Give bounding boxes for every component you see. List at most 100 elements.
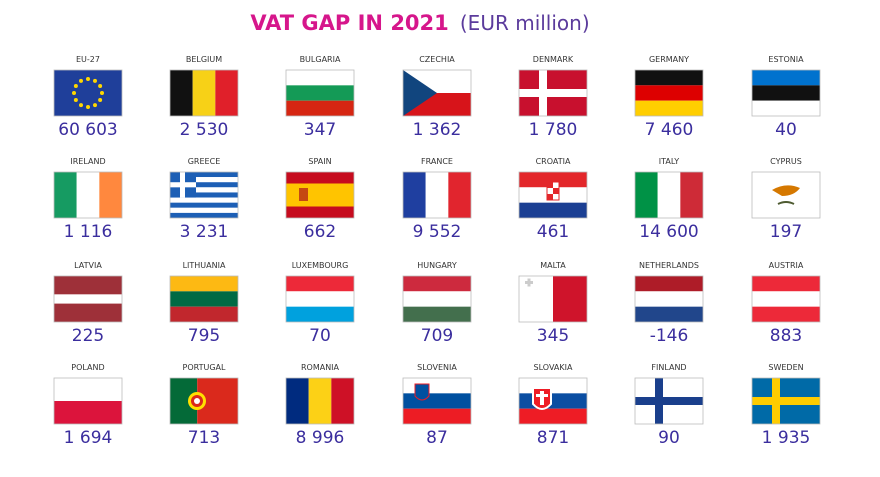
country-cell: FRANCE 9 552: [402, 157, 472, 242]
flag: [751, 69, 821, 117]
flag: [518, 377, 588, 425]
country-name: FINLAND: [651, 363, 686, 372]
country-name: CROATIA: [536, 157, 571, 166]
country-name: NETHERLANDS: [639, 261, 699, 270]
vat-gap-value: 90: [658, 428, 680, 448]
flag-shape: [54, 303, 122, 322]
flag-shape: [286, 276, 354, 292]
flag-shape: [286, 306, 354, 322]
flag-shape: [752, 70, 820, 86]
vat-gap-value: 345: [537, 326, 569, 346]
flag-shape: [170, 182, 238, 188]
flag-shape: [299, 188, 308, 201]
flag-shape: [285, 171, 355, 219]
vat-gap-value: -146: [650, 326, 689, 346]
flag-shape: [635, 276, 703, 292]
flag-shape: [402, 275, 472, 323]
flag-shape: [518, 69, 588, 117]
flag-shape: [54, 401, 122, 424]
flag-shape: [169, 171, 239, 219]
country-name: EU-27: [76, 55, 100, 64]
flag: [402, 377, 472, 425]
flag: [751, 171, 821, 219]
flag-shape: [76, 172, 100, 218]
flag-shape: [170, 177, 238, 183]
country-name: CYPRUS: [770, 157, 802, 166]
flag-shape: [286, 172, 354, 184]
country-name: HUNGARY: [417, 261, 457, 270]
flag-shape: [285, 69, 355, 117]
vat-gap-value: 795: [188, 326, 220, 346]
vat-gap-value: 662: [304, 222, 336, 242]
flag-shape: [414, 383, 430, 401]
flag-shape: [53, 275, 123, 323]
vat-gap-value: 871: [537, 428, 569, 448]
country-name: ESTONIA: [768, 55, 804, 64]
flag-shape: [519, 172, 587, 188]
flag-shape: [169, 275, 239, 323]
flag-shape: [53, 171, 123, 219]
flag-shape: [170, 70, 193, 116]
flag-shape: [657, 172, 681, 218]
flag-shape: [170, 212, 238, 218]
flag-shape: [194, 398, 200, 404]
flag-shape: [752, 306, 820, 322]
country-cell: CZECHIA 1 362: [402, 55, 472, 140]
country-cell: SWEDEN 1 935: [751, 363, 821, 448]
flag-shape: [403, 378, 471, 394]
flag-shape: [752, 397, 820, 405]
vat-gap-value: 40: [775, 120, 797, 140]
flag-shape: [331, 378, 354, 424]
flag-shape: [73, 84, 78, 88]
country-cell: GREECE 3 231: [169, 157, 239, 242]
country-name: MALTA: [540, 261, 566, 270]
flag-shape: [286, 100, 354, 116]
flag-shape: [286, 70, 354, 86]
flag-shape: [402, 171, 472, 219]
vat-gap-value: 1 116: [64, 222, 113, 242]
flag-shape: [519, 276, 553, 322]
flag-shape: [403, 408, 471, 424]
flag-shape: [777, 201, 795, 205]
flag-shape: [752, 291, 820, 307]
vat-gap-value: 461: [537, 222, 569, 242]
flag-shape: [635, 70, 703, 86]
country-name: SPAIN: [308, 157, 331, 166]
vat-gap-value: 709: [421, 326, 453, 346]
flag-shape: [635, 100, 703, 116]
country-name: ITALY: [659, 157, 679, 166]
flag: [53, 275, 123, 323]
flag-shape: [54, 276, 122, 295]
flag: [634, 171, 704, 219]
flag-shape: [170, 202, 238, 208]
flag-shape: [169, 69, 239, 117]
flag-shape: [402, 69, 472, 117]
country-cell: CYPRUS 197: [751, 157, 821, 242]
flag-shape: [425, 172, 449, 218]
country-name: PORTUGAL: [183, 363, 227, 372]
country-cell: ROMANIA 8 996: [285, 363, 355, 448]
vat-gap-value: 1 935: [762, 428, 811, 448]
flag-shape: [448, 172, 471, 218]
flag-shape: [634, 275, 704, 323]
flag-shape: [192, 70, 216, 116]
flag: [169, 275, 239, 323]
country-cell: ESTONIA 40: [751, 55, 821, 140]
flag-shape: [285, 377, 355, 425]
flag-shape: [79, 78, 83, 83]
vat-gap-value: 1 694: [64, 428, 113, 448]
vat-gap-value: 713: [188, 428, 220, 448]
flag: [402, 275, 472, 323]
flag-shape: [72, 91, 76, 95]
flag-shape: [540, 391, 544, 405]
country-name: AUSTRIA: [769, 261, 804, 270]
flag-shape: [553, 188, 559, 194]
flag-shape: [93, 78, 97, 83]
flag-shape: [99, 172, 122, 218]
flag-shape: [54, 172, 77, 218]
flag-shape: [54, 294, 122, 304]
country-name: BULGARIA: [300, 55, 341, 64]
country-name: FRANCE: [421, 157, 453, 166]
flag-shape: [86, 105, 90, 109]
flag-shape: [403, 393, 471, 409]
